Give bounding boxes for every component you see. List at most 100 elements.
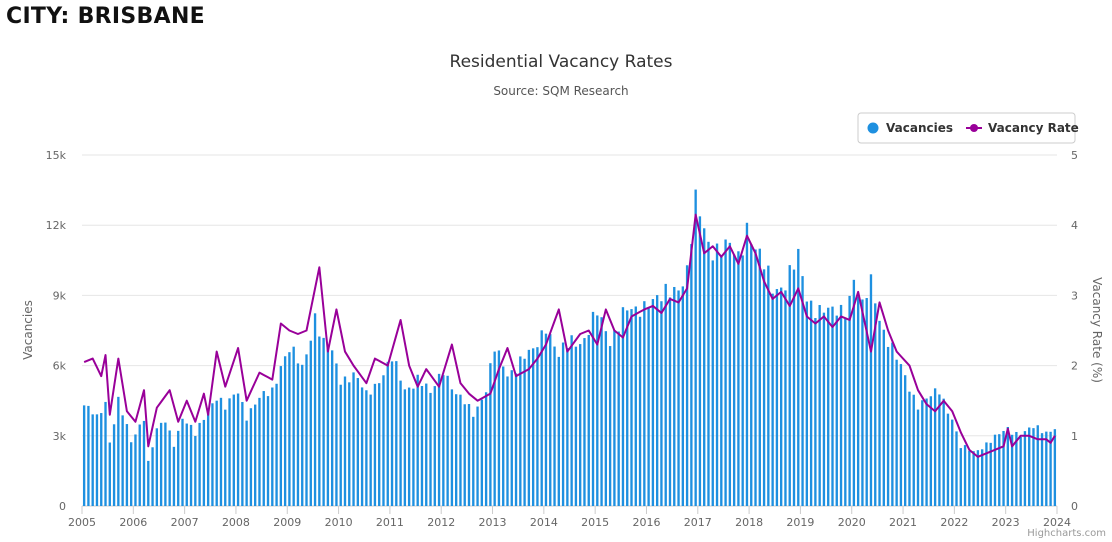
- vacancies-bar[interactable]: [955, 431, 958, 506]
- vacancies-bar[interactable]: [1010, 434, 1014, 506]
- vacancies-bar[interactable]: [638, 316, 642, 506]
- vacancies-bar[interactable]: [647, 307, 650, 506]
- vacancies-bar[interactable]: [583, 338, 586, 506]
- vacancies-bar[interactable]: [844, 318, 847, 506]
- vacancies-bar[interactable]: [775, 289, 779, 506]
- vacancies-bar[interactable]: [262, 391, 265, 506]
- vacancies-bar[interactable]: [254, 404, 257, 506]
- vacancies-bar[interactable]: [211, 403, 214, 506]
- vacancies-bar[interactable]: [386, 361, 389, 506]
- vacancies-bar[interactable]: [852, 279, 856, 506]
- vacancies-bar[interactable]: [613, 330, 616, 506]
- vacancies-bar[interactable]: [296, 363, 300, 506]
- vacancies-bar[interactable]: [630, 309, 633, 506]
- vacancies-bar[interactable]: [899, 364, 903, 506]
- vacancies-bar[interactable]: [335, 363, 338, 506]
- vacancies-bar[interactable]: [724, 239, 727, 506]
- vacancies-bar[interactable]: [463, 404, 466, 506]
- vacancies-bar[interactable]: [553, 346, 556, 506]
- vacancies-bar[interactable]: [155, 428, 159, 506]
- vacancies-bar[interactable]: [985, 442, 988, 506]
- vacancies-bar[interactable]: [869, 274, 873, 506]
- vacancies-bar[interactable]: [835, 315, 838, 506]
- vacancies-bar[interactable]: [189, 424, 193, 506]
- vacancies-bar[interactable]: [142, 420, 146, 506]
- vacancies-bar[interactable]: [912, 394, 915, 506]
- vacancies-bar[interactable]: [959, 448, 962, 506]
- vacancies-bar[interactable]: [839, 304, 843, 506]
- vacancies-bar[interactable]: [780, 287, 783, 506]
- vacancies-bar[interactable]: [904, 375, 907, 506]
- vacancies-bar[interactable]: [626, 310, 629, 506]
- legend-item-vacancies[interactable]: Vacancies: [886, 121, 953, 135]
- vacancies-bar[interactable]: [87, 405, 90, 506]
- vacancies-bar[interactable]: [117, 396, 120, 506]
- vacancies-bar[interactable]: [685, 265, 689, 506]
- vacancies-bar[interactable]: [1032, 428, 1035, 506]
- vacancies-bar[interactable]: [108, 442, 111, 506]
- vacancies-bar[interactable]: [587, 334, 590, 506]
- vacancies-bar[interactable]: [925, 398, 928, 506]
- vacancies-bar[interactable]: [245, 420, 248, 506]
- vacancies-bar[interactable]: [95, 414, 99, 506]
- vacancies-bar[interactable]: [544, 333, 548, 506]
- vacancies-bar[interactable]: [283, 356, 287, 506]
- vacancies-bar[interactable]: [570, 335, 573, 506]
- vacancies-bar[interactable]: [121, 415, 124, 506]
- vacancies-bar[interactable]: [856, 296, 860, 506]
- vacancies-bar[interactable]: [215, 400, 218, 506]
- vacancies-bar[interactable]: [279, 366, 283, 506]
- vacancies-bar[interactable]: [181, 418, 184, 506]
- vacancies-bar[interactable]: [369, 394, 372, 506]
- vacancies-bar[interactable]: [989, 442, 992, 506]
- vacancies-bar[interactable]: [472, 416, 475, 506]
- vacancies-bar[interactable]: [442, 375, 445, 506]
- vacancies-bar[interactable]: [557, 356, 560, 506]
- vacancies-bar[interactable]: [728, 242, 732, 506]
- vacancies-bar[interactable]: [608, 346, 612, 506]
- vacancies-bar[interactable]: [455, 394, 458, 506]
- vacancies-bar[interactable]: [549, 334, 552, 506]
- vacancies-bar[interactable]: [1045, 431, 1048, 506]
- vacancies-bar[interactable]: [489, 363, 492, 506]
- vacancies-bar[interactable]: [566, 348, 569, 506]
- vacancies-bar[interactable]: [1015, 431, 1018, 506]
- vacancies-bar[interactable]: [326, 347, 330, 506]
- vacancies-bar[interactable]: [138, 424, 141, 507]
- vacancies-bar[interactable]: [741, 255, 744, 506]
- vacancies-bar[interactable]: [809, 300, 813, 506]
- vacancies-bar[interactable]: [172, 446, 176, 506]
- vacancies-bar[interactable]: [407, 387, 411, 506]
- vacancies-bar[interactable]: [390, 361, 394, 506]
- vacancies-bar[interactable]: [596, 315, 599, 506]
- vacancies-bar[interactable]: [480, 399, 484, 506]
- vacancies-bar[interactable]: [378, 383, 381, 506]
- vacancies-bar[interactable]: [147, 460, 150, 506]
- vacancies-bar[interactable]: [865, 298, 868, 506]
- vacancies-bar[interactable]: [771, 293, 774, 506]
- vacancies-bar[interactable]: [288, 352, 291, 506]
- vacancies-bar[interactable]: [703, 228, 706, 507]
- vacancies-bar[interactable]: [604, 331, 608, 506]
- vacancies-bar[interactable]: [998, 434, 1001, 506]
- vacancies-bar[interactable]: [797, 248, 800, 506]
- vacancies-bar[interactable]: [784, 290, 787, 506]
- vacancies-bar[interactable]: [493, 351, 496, 506]
- vacancies-bar[interactable]: [737, 251, 740, 506]
- vacancies-bar[interactable]: [232, 394, 235, 506]
- vacancies-bar[interactable]: [933, 388, 937, 506]
- vacancies-bar[interactable]: [822, 312, 826, 506]
- vacancies-bar[interactable]: [339, 384, 342, 506]
- vacancies-bar[interactable]: [698, 216, 702, 506]
- vacancies-bar[interactable]: [531, 348, 535, 506]
- vacancies-bar[interactable]: [980, 449, 984, 506]
- vacancies-bar[interactable]: [125, 424, 129, 506]
- vacancies-bar[interactable]: [305, 354, 308, 506]
- vacancies-bar[interactable]: [309, 340, 312, 506]
- vacancies-bar[interactable]: [1002, 430, 1005, 506]
- highcharts-credit[interactable]: Highcharts.com: [1027, 528, 1106, 539]
- vacancies-bar[interactable]: [429, 392, 432, 506]
- vacancies-bar[interactable]: [271, 387, 274, 507]
- vacancy-rate-path[interactable]: [83, 213, 1056, 458]
- vacancies-bar[interactable]: [664, 283, 667, 506]
